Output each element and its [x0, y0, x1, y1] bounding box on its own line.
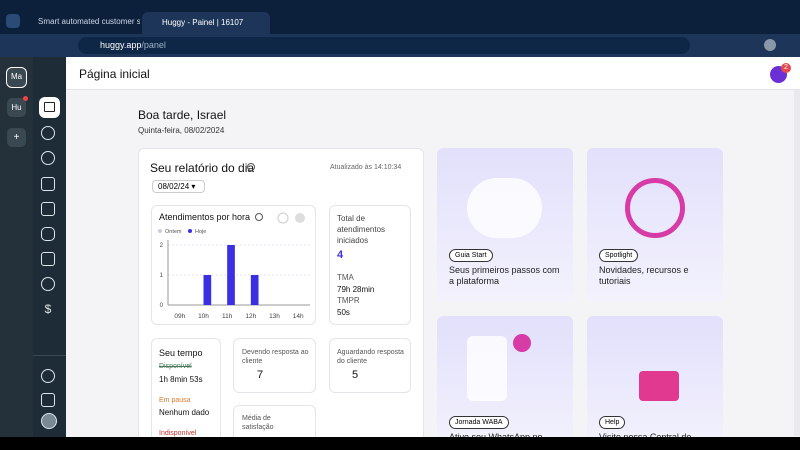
tab[interactable]: Smart automated customer su — [38, 17, 140, 26]
url: huggy.app/panel — [100, 37, 166, 54]
date-select[interactable]: 08/02/24 ▾ — [152, 180, 205, 193]
prev-button[interactable] — [277, 212, 289, 224]
updated: Atualizado às 14:10:34 — [330, 164, 402, 171]
status-label: Em pausa — [159, 397, 191, 404]
next-button[interactable] — [295, 213, 305, 223]
waiting-card — [329, 338, 411, 393]
time-card — [151, 338, 221, 448]
totals-card — [329, 205, 411, 325]
y-tick-label: 1 — [160, 273, 164, 279]
workspace-bar — [0, 57, 33, 437]
nav-icon[interactable] — [41, 277, 55, 291]
time-title: Seu tempo — [159, 348, 203, 358]
report-title: Seu relatório do dia — [150, 161, 255, 175]
chart: Atendimentos por hora Ontem Hoje 0 1 2 09h 10h… — [158, 212, 310, 320]
home-icon — [44, 102, 55, 112]
x-tick-label: 12h — [245, 313, 256, 320]
nav-icon[interactable] — [41, 202, 55, 216]
owed-label: Devendo resposta ao cliente — [242, 349, 309, 365]
help-icon[interactable] — [255, 213, 263, 221]
bar — [227, 245, 235, 305]
page-title: Página inicial — [79, 67, 150, 81]
waiting-value: 5 — [352, 369, 359, 381]
status-value: Nenhum dado — [159, 408, 210, 417]
x-tick-label: 13h — [269, 313, 280, 320]
profile[interactable] — [764, 39, 776, 51]
card-tag: Help — [599, 416, 626, 429]
total-value: 4 — [337, 249, 344, 261]
bar — [250, 275, 259, 305]
card-tag: Jornada WABA — [449, 416, 509, 429]
promo-card[interactable]: Help Visite nossa Central de — [587, 316, 723, 450]
tmpr-label: TMPR — [337, 296, 360, 305]
add-workspace[interactable]: + — [7, 128, 26, 147]
owed-card — [233, 338, 316, 393]
nav-icon[interactable] — [41, 151, 55, 165]
illustration — [625, 178, 685, 238]
card-text: Seus primeiros passos com a plataforma — [449, 265, 560, 286]
nav-icon[interactable] — [41, 177, 55, 191]
bar — [203, 275, 212, 305]
x-tick-label: 09h — [174, 313, 185, 320]
tab-menu[interactable] — [6, 14, 20, 28]
url-field[interactable] — [78, 37, 690, 54]
y-tick-label: 2 — [160, 243, 164, 249]
card-tag: Guia Start — [449, 249, 493, 262]
tma-value: 79h 28min — [337, 285, 375, 294]
legend-label: Ontem — [165, 229, 182, 235]
x-tick-label: 11h — [222, 313, 233, 320]
legend-label: Hoje — [195, 229, 206, 235]
status-value: 1h 8min 53s — [159, 375, 203, 384]
y-tick-label: 0 — [160, 303, 164, 309]
divider — [33, 355, 66, 356]
status-label: Disponível — [159, 363, 192, 370]
tab-strip — [0, 0, 800, 34]
illustration — [467, 178, 542, 238]
tmpr-value: 50s — [337, 308, 350, 317]
legend-swatch — [188, 229, 192, 233]
workspace[interactable]: Ma — [6, 67, 27, 88]
illustration — [639, 371, 679, 401]
scrollbar[interactable] — [794, 90, 800, 436]
url-path: /panel — [141, 40, 166, 50]
bottom-edge — [0, 437, 800, 450]
nav-icon[interactable] — [41, 252, 55, 266]
greeting: Boa tarde, Israel — [138, 108, 227, 122]
date: Quinta-feira, 08/02/2024 — [138, 126, 225, 135]
header — [66, 57, 800, 90]
help-icon[interactable] — [41, 369, 55, 383]
tma-label: TMA — [337, 273, 354, 282]
x-tick-label: 10h — [198, 313, 209, 320]
active-tab[interactable]: Huggy - Painel | 16107 — [142, 12, 270, 34]
total-label: Total de atendimentos iniciados — [337, 214, 386, 245]
help-icon[interactable] — [247, 163, 255, 171]
satisfaction-label: Média de satisfação — [242, 415, 274, 431]
promo-card[interactable]: Jornada WABA Ative seu WhatsApp no — [437, 316, 573, 450]
status-label: Indisponível — [159, 430, 197, 437]
card-tag: Spotlight — [599, 249, 639, 262]
date-select-value: 08/02/24 — [158, 182, 190, 191]
mute-icon[interactable] — [41, 393, 55, 407]
promo-card[interactable]: Guia Start Seus primeiros passos com a p… — [437, 148, 573, 302]
waiting-label: Aguardando resposta do cliente — [337, 349, 404, 365]
avatar[interactable] — [41, 413, 57, 429]
workspace[interactable]: Hu — [7, 98, 26, 117]
illustration — [467, 336, 507, 401]
illustration — [513, 334, 531, 352]
chart-title: Atendimentos por hora — [159, 212, 250, 222]
notification-count: 2 — [781, 63, 791, 73]
promo-card[interactable]: Spotlight Novidades, recursos e tutoriai… — [587, 148, 723, 302]
badge — [23, 96, 28, 101]
nav-icon[interactable]: $ — [44, 302, 52, 316]
nav-icon[interactable] — [41, 126, 55, 140]
legend-swatch — [158, 229, 162, 233]
owed-value: 7 — [257, 369, 264, 381]
nav-icon[interactable] — [41, 227, 55, 241]
url-host: huggy.app — [100, 40, 142, 50]
x-tick-label: 14h — [293, 313, 304, 320]
card-text: Novidades, recursos e tutoriais — [599, 265, 689, 286]
